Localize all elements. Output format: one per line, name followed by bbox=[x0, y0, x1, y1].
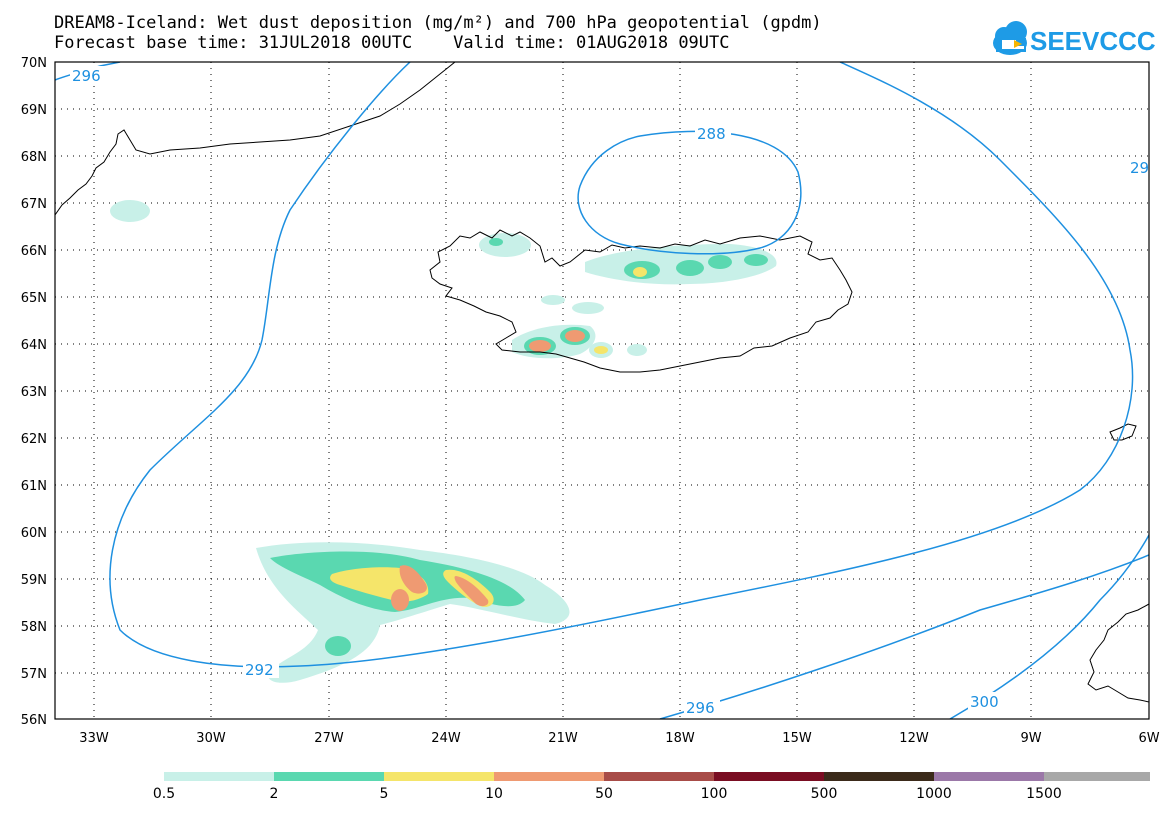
colorbar-label-1: 2 bbox=[270, 786, 279, 802]
colorbar-swatch-8 bbox=[1044, 772, 1150, 781]
lat-label-69n: 69N bbox=[21, 103, 47, 118]
colorbar-label-0: 0.5 bbox=[153, 786, 175, 802]
iceland-coastline bbox=[429, 229, 853, 373]
colorbar-label-3: 10 bbox=[485, 786, 503, 802]
colorbar-label-6: 500 bbox=[811, 786, 838, 802]
lon-label-18w: 18W bbox=[665, 731, 695, 746]
contour-label-backgrounds bbox=[70, 66, 1004, 716]
geopotential-contours bbox=[55, 62, 1149, 719]
colorbar-label-4: 50 bbox=[595, 786, 613, 802]
colorbar-label-5: 100 bbox=[701, 786, 728, 802]
lon-label-24w: 24W bbox=[431, 731, 461, 746]
colorbar-swatch-7 bbox=[934, 772, 1044, 781]
logo-text: SEEVCCC bbox=[1030, 26, 1156, 56]
lat-label-64n: 64N bbox=[21, 338, 47, 353]
lon-label-15w: 15W bbox=[782, 731, 812, 746]
deposition-spot-iceland-2b bbox=[565, 330, 585, 342]
deposition-spot-iceland-nw bbox=[479, 233, 531, 257]
lat-label-65n: 65N bbox=[21, 291, 47, 306]
contour-300 bbox=[949, 534, 1149, 719]
contour-label-288: 288 bbox=[697, 125, 726, 143]
deposition-area-south-10b bbox=[391, 589, 409, 611]
lat-label-67n: 67N bbox=[21, 197, 47, 212]
lat-label-63n: 63N bbox=[21, 385, 47, 400]
lat-label-57n: 57N bbox=[21, 667, 47, 682]
deposition-spot-iceland-4 bbox=[627, 344, 647, 356]
deposition-spot-iceland-1b bbox=[529, 340, 551, 352]
dust-deposition-field bbox=[110, 200, 777, 683]
colorbar-label-7: 1000 bbox=[916, 786, 952, 802]
lon-label-6w: 6W bbox=[1138, 731, 1159, 746]
deposition-spot-iceland-5 bbox=[541, 295, 565, 305]
colorbar-swatch-5 bbox=[714, 772, 824, 781]
deposition-spot-iceland-nwb bbox=[489, 238, 503, 246]
lon-label-9w: 9W bbox=[1020, 731, 1041, 746]
lat-label-58n: 58N bbox=[21, 620, 47, 635]
greenland-coastline bbox=[55, 62, 456, 216]
colorbar-label-2: 5 bbox=[380, 786, 389, 802]
colorbar-swatch-6 bbox=[824, 772, 934, 781]
coastlines bbox=[55, 62, 1149, 703]
faroe-coastline bbox=[1109, 423, 1137, 441]
lat-label-61n: 61N bbox=[21, 479, 47, 494]
lon-label-27w: 27W bbox=[314, 731, 344, 746]
map-frame bbox=[54, 61, 1150, 720]
colorbar-swatch-4 bbox=[604, 772, 714, 781]
deposition-spot-iceland-n3 bbox=[708, 255, 732, 269]
longitude-labels: 33W 30W 27W 24W 21W 18W 15W 12W 9W 6W bbox=[79, 731, 1159, 746]
colorbar: 0.5 2 5 10 50 100 500 1000 1500 bbox=[153, 772, 1150, 802]
deposition-spot-small bbox=[325, 636, 351, 656]
lon-label-21w: 21W bbox=[548, 731, 578, 746]
colorbar-swatch-0 bbox=[164, 772, 274, 781]
contour-label-300: 300 bbox=[970, 693, 999, 711]
colorbar-swatch-3 bbox=[494, 772, 604, 781]
contour-292 bbox=[109, 62, 1134, 668]
lon-label-33w: 33W bbox=[79, 731, 109, 746]
contour-label-296-nw: 296 bbox=[72, 67, 101, 85]
deposition-spot-iceland-n4 bbox=[744, 254, 768, 266]
contour-label-292: 292 bbox=[245, 661, 274, 679]
deposition-spot-greenland bbox=[110, 200, 150, 222]
colorbar-swatch-2 bbox=[384, 772, 494, 781]
lat-label-56n: 56N bbox=[21, 713, 47, 728]
deposition-area-south-10c bbox=[454, 576, 489, 607]
lat-label-66n: 66N bbox=[21, 244, 47, 259]
cloud-icon bbox=[993, 21, 1027, 55]
contour-labels: 296 288 29 292 296 300 bbox=[72, 67, 1149, 717]
contour-288 bbox=[577, 130, 802, 255]
lon-label-12w: 12W bbox=[899, 731, 929, 746]
colorbar-swatch-1 bbox=[274, 772, 384, 781]
deposition-spot-iceland-6 bbox=[572, 302, 604, 314]
lat-label-62n: 62N bbox=[21, 432, 47, 447]
colorbar-label-8: 1500 bbox=[1026, 786, 1062, 802]
map-title-line2: Forecast base time: 31JUL2018 00UTC Vali… bbox=[54, 33, 730, 53]
deposition-spot-iceland-n1b bbox=[633, 267, 647, 277]
lat-label-59n: 59N bbox=[21, 573, 47, 588]
seevccc-logo: SEEVCCC bbox=[993, 21, 1156, 56]
map-title-line1: DREAM8-Iceland: Wet dust deposition (mg/… bbox=[54, 13, 822, 33]
deposition-spot-iceland-n2 bbox=[676, 260, 704, 276]
contour-label-296-south: 296 bbox=[686, 699, 715, 717]
contour-296-south bbox=[659, 554, 1149, 719]
contour-label-29-east: 29 bbox=[1130, 159, 1149, 177]
scotland-coastline bbox=[1087, 603, 1149, 703]
latitude-labels: 70N 69N 68N 67N 66N 65N 64N 63N 62N 61N … bbox=[21, 56, 47, 728]
deposition-spot-iceland-3b bbox=[594, 346, 608, 354]
deposition-area-south-10a bbox=[399, 565, 427, 594]
lat-label-68n: 68N bbox=[21, 150, 47, 165]
lon-label-30w: 30W bbox=[196, 731, 226, 746]
lat-label-70n: 70N bbox=[21, 56, 47, 71]
lat-label-60n: 60N bbox=[21, 526, 47, 541]
